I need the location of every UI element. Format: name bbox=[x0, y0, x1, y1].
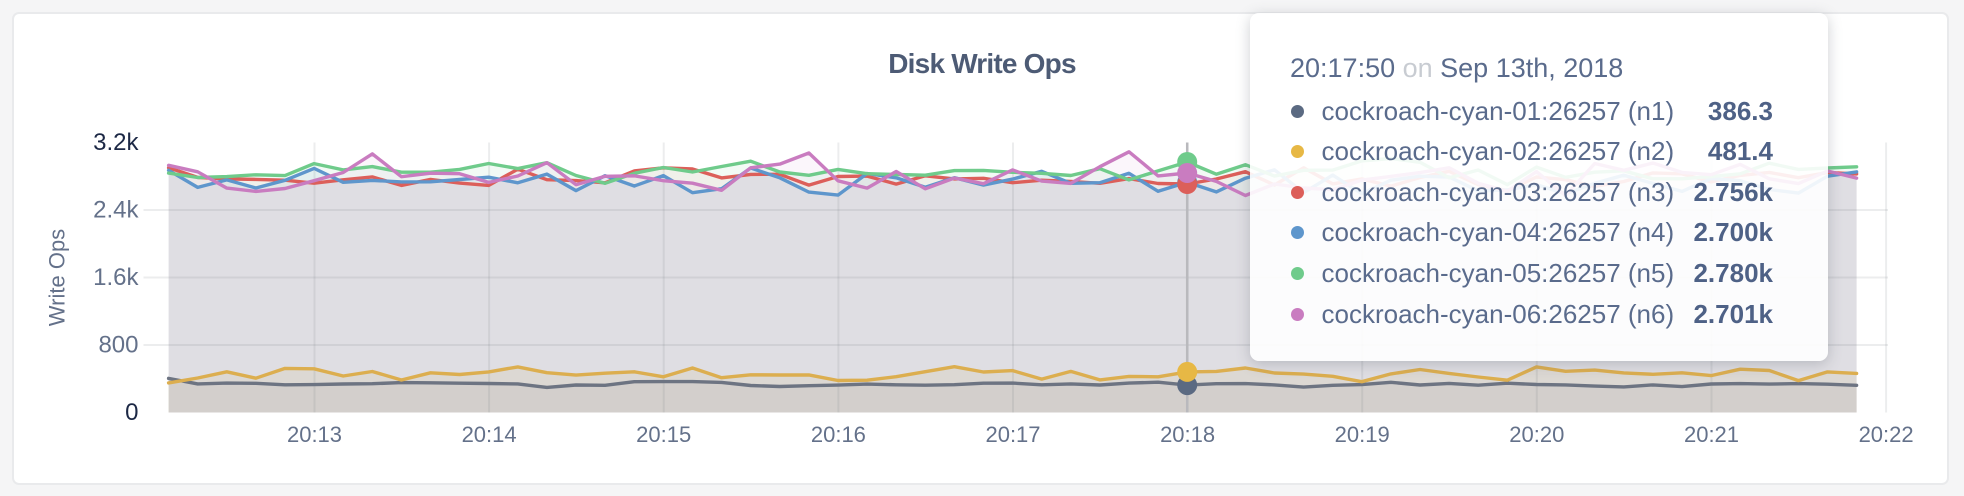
svg-text:3.2k: 3.2k bbox=[93, 129, 139, 156]
svg-text:20:20: 20:20 bbox=[1509, 422, 1564, 447]
svg-text:1.6k: 1.6k bbox=[93, 264, 139, 291]
svg-text:20:21: 20:21 bbox=[1684, 422, 1739, 447]
svg-text:0: 0 bbox=[125, 399, 138, 426]
svg-text:20:16: 20:16 bbox=[811, 422, 866, 447]
svg-text:20:15: 20:15 bbox=[636, 422, 691, 447]
svg-text:Write Ops: Write Ops bbox=[45, 229, 70, 326]
svg-text:20:22: 20:22 bbox=[1859, 422, 1914, 447]
svg-text:2.4k: 2.4k bbox=[93, 197, 139, 224]
svg-text:20:14: 20:14 bbox=[462, 422, 517, 447]
svg-text:20:19: 20:19 bbox=[1335, 422, 1390, 447]
svg-text:800: 800 bbox=[98, 332, 138, 359]
svg-text:20:13: 20:13 bbox=[287, 422, 342, 447]
svg-text:20:17: 20:17 bbox=[985, 422, 1040, 447]
svg-text:20:18: 20:18 bbox=[1160, 422, 1215, 447]
